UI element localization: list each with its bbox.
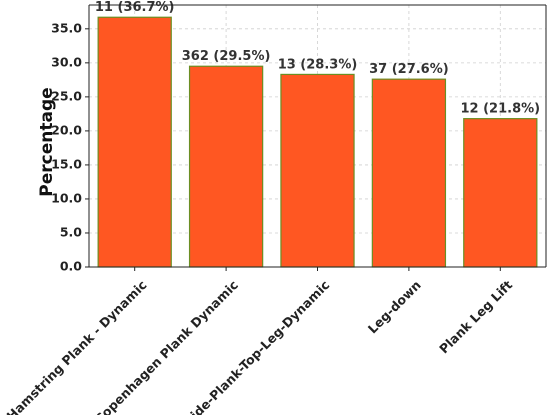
bar <box>371 78 447 268</box>
x-category-label: Leg-down <box>365 277 424 336</box>
y-tick-label: 5.0 <box>60 224 82 239</box>
y-axis-title: Percentage <box>37 87 57 196</box>
data-labels: 11 (36.7%) 362 (29.5%) 13 (28.3%) 37 (27.6%… <box>95 0 540 116</box>
bar <box>188 65 264 268</box>
y-tick-label: 25.0 <box>51 88 82 103</box>
x-category-label: Plank Leg Lift <box>436 277 515 356</box>
y-tick-label: 30.0 <box>51 54 82 69</box>
y-tick-label: 35.0 <box>51 20 82 35</box>
bar-data-label: 11 (36.7%) <box>95 0 175 15</box>
bar <box>280 73 355 268</box>
x-category-label: Side-Plank-Top-Leg-Dynamic <box>181 277 332 415</box>
bar-data-label: 13 (28.3%) <box>278 57 358 72</box>
bar-data-label: 37 (27.6%) <box>369 62 449 77</box>
y-tick-label: 20.0 <box>51 122 82 137</box>
bar <box>97 16 172 268</box>
bar-data-label: 12 (21.8%) <box>460 102 540 117</box>
bars <box>97 16 538 268</box>
y-tick-label: 0.0 <box>60 259 82 274</box>
bar-data-label: 362 (29.5%) <box>182 49 271 64</box>
y-tick-label: 15.0 <box>51 156 82 171</box>
bar <box>463 118 538 268</box>
y-tick-label: 10.0 <box>51 190 82 205</box>
